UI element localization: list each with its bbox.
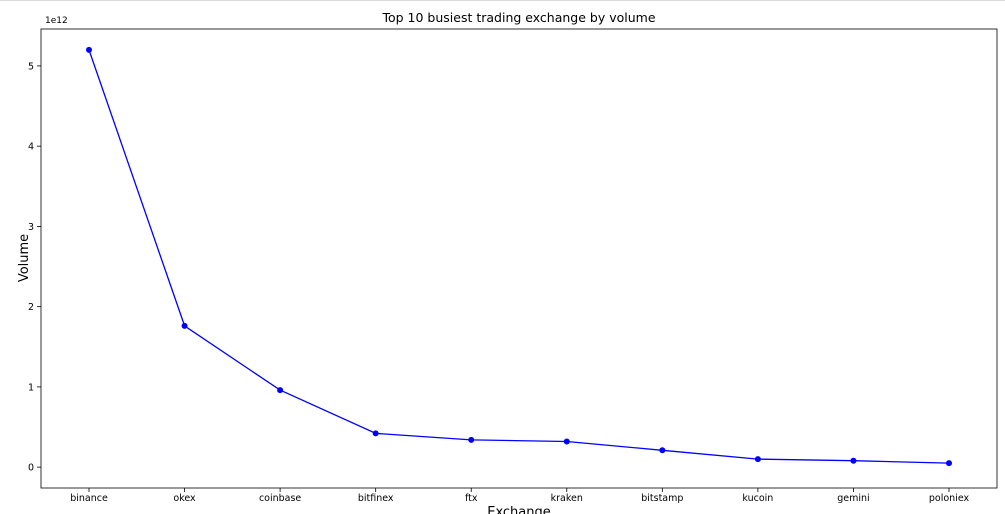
x-tick-label: gemini: [837, 493, 869, 504]
x-tick-label: kucoin: [742, 493, 773, 504]
series-line: [88, 49, 950, 464]
x-axis-label: Exchange: [487, 505, 551, 514]
chart-title: Top 10 busiest trading exchange by volum…: [381, 10, 655, 25]
data-point: [754, 456, 761, 463]
x-tick-label: okex: [173, 493, 196, 504]
y-tick-label: 5: [28, 61, 34, 72]
data-point: [563, 438, 570, 445]
x-tick-label: ftx: [465, 493, 478, 504]
y-tick-label: 4: [28, 142, 34, 153]
x-tick-label: kraken: [551, 493, 583, 504]
data-point: [86, 46, 92, 53]
data-point: [946, 460, 952, 467]
y-tick-label: 2: [28, 302, 34, 313]
y-tick-label: 0: [28, 463, 34, 474]
y-tick-label: 1: [28, 382, 34, 393]
data-point: [468, 436, 475, 443]
x-tick-label: bitstamp: [641, 493, 683, 504]
plot-area: 0 1 2 3 4 5 binance okex coinbase bitfinex ftx krak…: [28, 28, 998, 504]
y-axis-label: Volume: [17, 234, 32, 282]
y-tick-label: 3: [28, 222, 34, 233]
top-divider: [0, 0, 1005, 1]
x-tick-label: bitfinex: [358, 493, 394, 504]
x-tick-label: binance: [70, 493, 108, 504]
x-tick-label: poloniex: [929, 493, 970, 504]
data-point: [277, 387, 284, 394]
data-point: [181, 322, 188, 329]
data-point: [372, 430, 379, 437]
data-point: [659, 447, 666, 454]
y-offset-label: 1e12: [45, 16, 68, 26]
x-tick-label: coinbase: [259, 493, 301, 504]
plot-frame: [40, 28, 998, 489]
data-point: [850, 457, 857, 464]
